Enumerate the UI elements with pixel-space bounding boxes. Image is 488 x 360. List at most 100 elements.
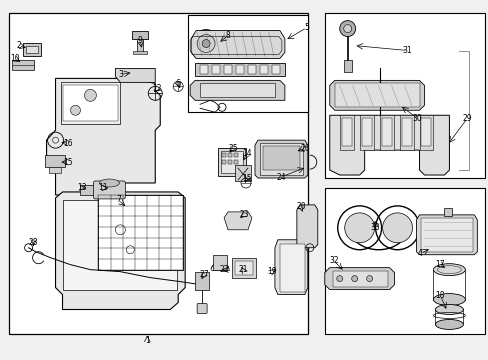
Text: 19: 19 [266, 267, 276, 276]
Bar [44, 155, 64, 167]
Bar [341, 118, 351, 146]
Text: 28: 28 [29, 238, 38, 247]
FancyBboxPatch shape [93, 181, 125, 199]
Polygon shape [399, 115, 413, 150]
Text: 17: 17 [435, 260, 445, 269]
Bar [332, 271, 387, 287]
Bar [218, 148, 245, 176]
Ellipse shape [432, 264, 465, 276]
Ellipse shape [99, 179, 119, 187]
Circle shape [382, 213, 412, 243]
Bar [62, 85, 118, 121]
Text: 33: 33 [370, 223, 380, 232]
Bar [234, 160, 238, 164]
Text: 18: 18 [435, 291, 444, 300]
Bar [188, 15, 307, 112]
Text: 26: 26 [300, 144, 309, 153]
Bar [222, 153, 225, 157]
Bar [271, 66, 279, 75]
Circle shape [70, 105, 81, 115]
Bar [81, 185, 98, 195]
Text: 27: 27 [199, 270, 208, 279]
Bar [227, 153, 232, 157]
Bar [221, 151, 243, 173]
Text: 2: 2 [16, 41, 21, 50]
Bar [22, 42, 41, 57]
Circle shape [366, 276, 372, 282]
Bar [263, 146, 299, 170]
Text: 1: 1 [144, 336, 149, 345]
Bar [12, 60, 34, 71]
Text: 21: 21 [238, 265, 247, 274]
Text: 32: 32 [328, 256, 338, 265]
Polygon shape [296, 205, 317, 248]
Bar [444, 208, 451, 216]
Text: 11: 11 [99, 184, 108, 193]
Circle shape [202, 40, 210, 48]
Bar [260, 66, 267, 75]
Bar [98, 195, 183, 270]
Text: 30: 30 [412, 114, 422, 123]
Circle shape [197, 35, 215, 53]
Bar [260, 143, 302, 175]
Bar [279, 244, 304, 292]
Polygon shape [329, 115, 448, 175]
Text: 31: 31 [402, 46, 411, 55]
Text: 14: 14 [242, 149, 251, 158]
Polygon shape [339, 115, 353, 150]
Text: 6: 6 [175, 79, 180, 88]
FancyBboxPatch shape [197, 303, 207, 314]
Text: 8: 8 [225, 31, 230, 40]
Circle shape [84, 89, 96, 101]
Polygon shape [190, 80, 285, 100]
Polygon shape [191, 31, 285, 58]
Text: 15: 15 [63, 158, 73, 167]
Text: 20: 20 [295, 202, 305, 211]
Bar [334, 84, 419, 107]
Bar [232, 258, 255, 278]
Bar [48, 167, 61, 173]
Bar [137, 39, 143, 53]
Circle shape [343, 24, 351, 32]
Text: 22: 22 [219, 265, 228, 274]
Polygon shape [46, 78, 160, 195]
Polygon shape [329, 80, 424, 110]
Text: 4: 4 [417, 249, 422, 258]
Polygon shape [56, 192, 185, 310]
Text: 13: 13 [78, 184, 87, 193]
Text: 10: 10 [10, 54, 20, 63]
Bar [343, 60, 351, 72]
Circle shape [339, 21, 355, 37]
Bar [222, 160, 225, 164]
Bar [224, 66, 232, 75]
Text: 12: 12 [152, 84, 162, 93]
Bar [213, 255, 226, 270]
Text: 29: 29 [462, 114, 471, 123]
Bar [9, 13, 307, 334]
Bar [195, 272, 209, 289]
Text: 9: 9 [138, 36, 142, 45]
Ellipse shape [435, 305, 463, 315]
Text: 7: 7 [116, 195, 121, 204]
Text: 16: 16 [63, 139, 73, 148]
Text: 24: 24 [276, 172, 285, 181]
Polygon shape [254, 140, 307, 178]
Text: 3: 3 [118, 70, 122, 79]
Circle shape [336, 276, 342, 282]
Polygon shape [115, 68, 155, 82]
Polygon shape [324, 268, 394, 289]
Text: 15: 15 [242, 174, 251, 183]
Bar [200, 84, 274, 97]
Bar [236, 66, 244, 75]
Circle shape [192, 30, 220, 58]
Ellipse shape [432, 293, 465, 306]
Bar [132, 31, 148, 39]
Bar [212, 66, 220, 75]
Bar [25, 45, 38, 54]
Text: 5: 5 [304, 23, 308, 32]
Polygon shape [224, 212, 251, 230]
Bar [421, 118, 430, 146]
Bar [227, 160, 232, 164]
Text: 25: 25 [228, 144, 237, 153]
Polygon shape [359, 115, 373, 150]
